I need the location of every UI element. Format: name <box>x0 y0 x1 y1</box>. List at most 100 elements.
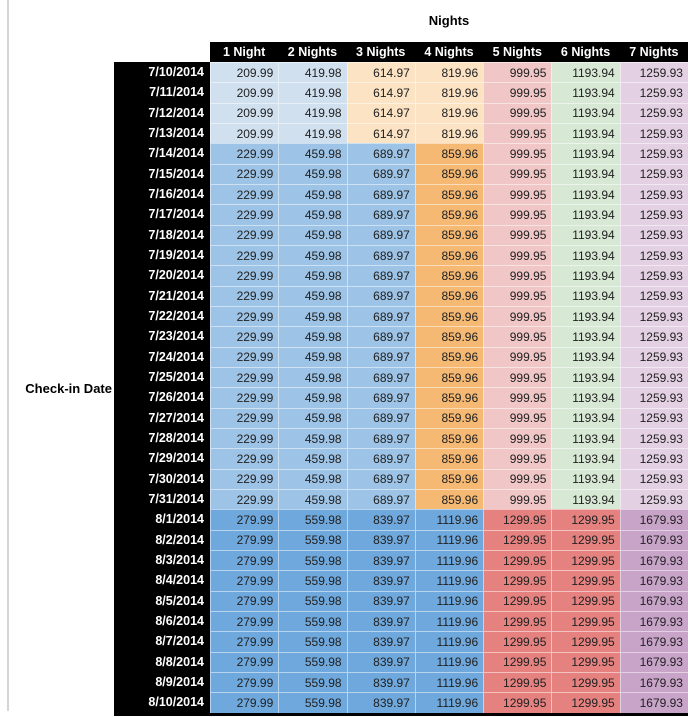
price-cell: 459.98 <box>278 488 347 510</box>
price-cell: 999.95 <box>483 122 552 144</box>
price-cell: 1679.93 <box>619 671 688 693</box>
price-cell: 229.99 <box>210 224 279 245</box>
price-cell: 459.98 <box>278 305 347 327</box>
price-cell: 1259.93 <box>619 102 688 123</box>
price-cell: 1193.94 <box>551 305 620 327</box>
corner-cell <box>114 42 210 62</box>
price-cell: 999.95 <box>483 305 552 327</box>
price-cell: 559.98 <box>278 549 347 571</box>
price-cell: 459.98 <box>278 448 347 469</box>
price-cell: 209.99 <box>210 122 279 144</box>
price-cell: 1259.93 <box>619 62 688 83</box>
price-cell: 1679.93 <box>619 610 688 632</box>
row-header-date: 7/28/2014 <box>114 427 210 449</box>
price-cell: 999.95 <box>483 244 552 266</box>
price-cell: 839.97 <box>346 692 415 713</box>
price-cell: 1193.94 <box>551 366 620 388</box>
price-cell: 1299.95 <box>483 549 552 571</box>
price-cell: 859.96 <box>414 326 484 347</box>
price-cell: 1119.96 <box>414 509 484 530</box>
price-cell: 689.97 <box>346 204 415 225</box>
price-cell: 859.96 <box>414 387 484 408</box>
price-cell: 1679.93 <box>619 549 688 571</box>
column-header-7-night: 7 Nights <box>619 42 688 62</box>
price-cell: 689.97 <box>346 387 415 408</box>
price-cell: 559.98 <box>278 590 347 611</box>
price-cell: 1193.94 <box>551 62 620 83</box>
row-header-date: 7/27/2014 <box>114 407 210 428</box>
row-header-date: 7/30/2014 <box>114 468 210 489</box>
price-cell: 1299.95 <box>483 671 552 693</box>
column-axis-title: Nights <box>428 13 470 28</box>
price-cell: 1299.95 <box>551 671 620 693</box>
price-cell: 1259.93 <box>619 468 688 489</box>
price-cell: 689.97 <box>346 265 415 286</box>
price-cell: 1259.93 <box>619 122 688 144</box>
price-cell: 859.96 <box>414 305 484 327</box>
price-cell: 839.97 <box>346 529 415 550</box>
price-cell: 1259.93 <box>619 265 688 286</box>
price-cell: 1259.93 <box>619 387 688 408</box>
price-cell: 209.99 <box>210 62 279 83</box>
price-cell: 839.97 <box>346 509 415 530</box>
price-cell: 839.97 <box>346 671 415 693</box>
row-axis-label: Check-in Date <box>25 381 112 396</box>
price-cell: 1299.95 <box>551 509 620 530</box>
price-cell: 1193.94 <box>551 468 620 489</box>
price-cell: 999.95 <box>483 224 552 245</box>
row-header-date: 8/1/2014 <box>114 509 210 530</box>
price-cell: 1259.93 <box>619 163 688 184</box>
price-cell: 689.97 <box>346 305 415 327</box>
row-header-date: 7/14/2014 <box>114 143 210 164</box>
price-cell: 1193.94 <box>551 163 620 184</box>
price-cell: 1299.95 <box>483 570 552 591</box>
row-header-date: 8/6/2014 <box>114 610 210 632</box>
row-header-date: 7/26/2014 <box>114 387 210 408</box>
price-cell: 419.98 <box>278 82 347 103</box>
price-cell: 1193.94 <box>551 122 620 144</box>
price-cell: 229.99 <box>210 407 279 428</box>
price-cell: 1299.95 <box>483 610 552 632</box>
price-cell: 459.98 <box>278 326 347 347</box>
price-cell: 614.97 <box>346 82 415 103</box>
price-cell: 1259.93 <box>619 488 688 510</box>
price-cell: 1679.93 <box>619 692 688 713</box>
price-cell: 839.97 <box>346 570 415 591</box>
price-cell: 279.99 <box>210 610 279 632</box>
price-cell: 999.95 <box>483 427 552 449</box>
price-cell: 229.99 <box>210 204 279 225</box>
price-cell: 859.96 <box>414 163 484 184</box>
price-cell: 689.97 <box>346 407 415 428</box>
column-header-2-night: 2 Nights <box>278 42 347 62</box>
price-cell: 859.96 <box>414 488 484 510</box>
price-cell: 1299.95 <box>551 692 620 713</box>
price-cell: 999.95 <box>483 102 552 123</box>
price-cell: 859.96 <box>414 366 484 388</box>
price-cell: 999.95 <box>483 204 552 225</box>
price-cell: 459.98 <box>278 224 347 245</box>
price-cell: 1119.96 <box>414 671 484 693</box>
price-cell: 1299.95 <box>551 631 620 652</box>
column-header-6-night: 6 Nights <box>551 42 620 62</box>
price-cell: 839.97 <box>346 651 415 672</box>
price-cell: 999.95 <box>483 82 552 103</box>
price-cell: 1193.94 <box>551 488 620 510</box>
price-cell: 1193.94 <box>551 183 620 205</box>
row-header-date: 8/4/2014 <box>114 570 210 591</box>
price-cell: 1193.94 <box>551 285 620 306</box>
row-header-date: 7/22/2014 <box>114 305 210 327</box>
price-cell: 859.96 <box>414 224 484 245</box>
price-cell: 559.98 <box>278 651 347 672</box>
price-cell: 229.99 <box>210 387 279 408</box>
price-cell: 1299.95 <box>551 590 620 611</box>
column-header-4-night: 4 Nights <box>414 42 484 62</box>
price-cell: 1259.93 <box>619 224 688 245</box>
price-cell: 859.96 <box>414 407 484 428</box>
price-cell: 689.97 <box>346 448 415 469</box>
price-cell: 209.99 <box>210 102 279 123</box>
price-cell: 999.95 <box>483 366 552 388</box>
price-cell: 1679.93 <box>619 590 688 611</box>
row-header-date: 7/21/2014 <box>114 285 210 306</box>
price-cell: 1259.93 <box>619 285 688 306</box>
price-cell: 229.99 <box>210 143 279 164</box>
